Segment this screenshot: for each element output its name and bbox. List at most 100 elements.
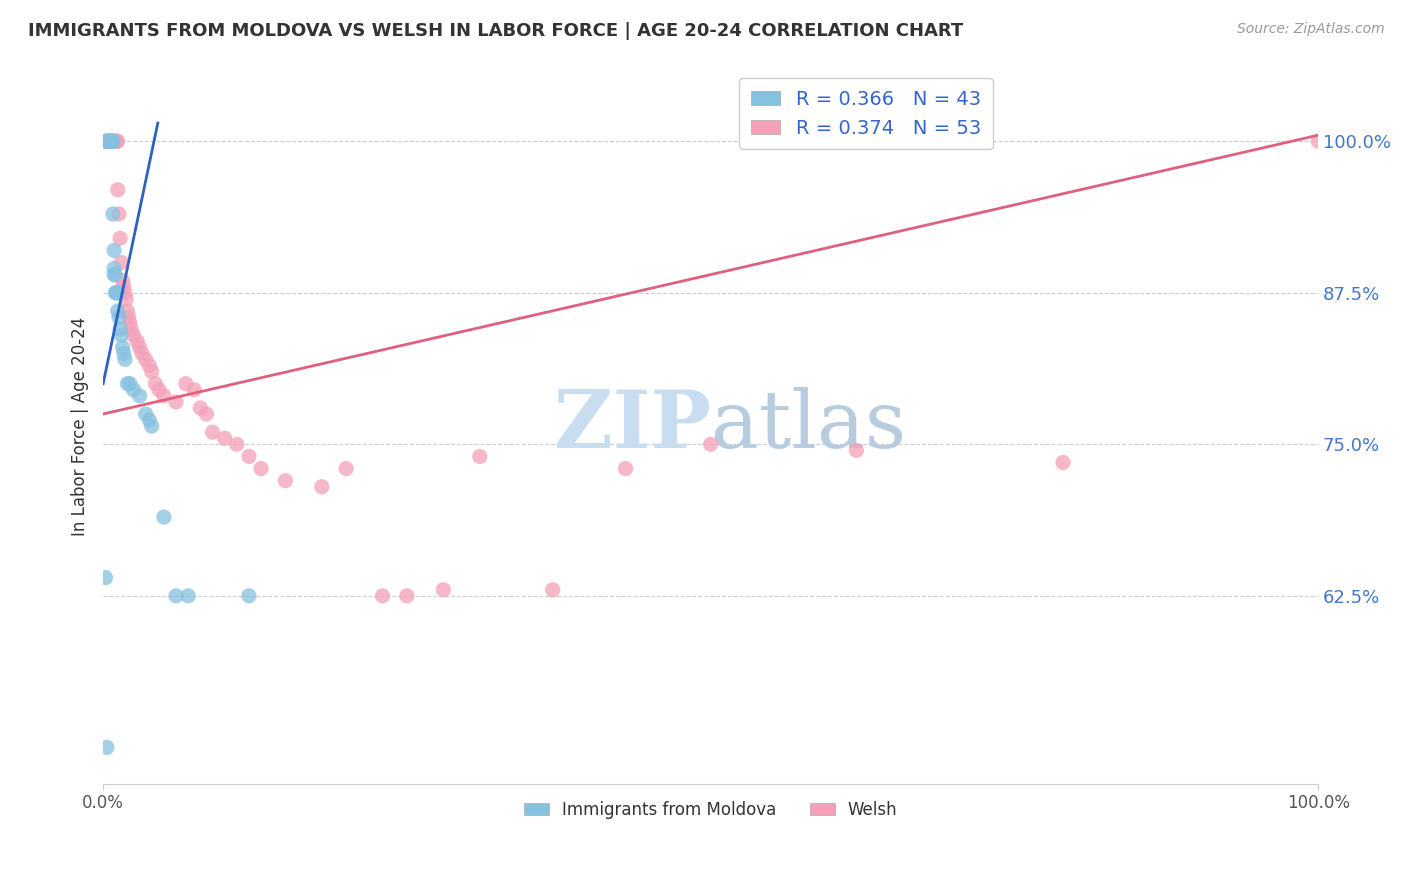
Point [174, 376, 197, 391]
Y-axis label: In Labor Force | Age 20-24: In Labor Force | Age 20-24 [72, 317, 89, 536]
Point [104, 134, 127, 148]
Point [107, 304, 129, 318]
Point [108, 207, 131, 221]
Point [96, 134, 118, 148]
Point [468, 450, 491, 464]
Point [96, 740, 118, 755]
Point [225, 437, 247, 451]
Point [100, 134, 122, 148]
Point [101, 134, 124, 148]
Point [117, 304, 139, 318]
Point [214, 431, 236, 445]
Point [105, 285, 128, 300]
Point [1052, 455, 1074, 469]
Point [138, 413, 160, 427]
Point [98, 134, 121, 148]
Point [128, 340, 150, 354]
Point [122, 328, 145, 343]
Point [103, 268, 125, 282]
Point [1308, 134, 1330, 148]
Point [100, 134, 122, 148]
Point [108, 310, 131, 324]
Text: Source: ZipAtlas.com: Source: ZipAtlas.com [1237, 22, 1385, 37]
Point [112, 279, 135, 293]
Point [311, 480, 333, 494]
Point [100, 134, 122, 148]
Point [274, 474, 297, 488]
Legend: Immigrants from Moldova, Welsh: Immigrants from Moldova, Welsh [517, 794, 904, 825]
Point [138, 359, 160, 373]
Point [96, 134, 118, 148]
Point [845, 443, 868, 458]
Point [699, 437, 721, 451]
Point [201, 425, 224, 440]
Point [105, 285, 128, 300]
Point [371, 589, 394, 603]
Text: IMMIGRANTS FROM MOLDOVA VS WELSH IN LABOR FORCE | AGE 20-24 CORRELATION CHART: IMMIGRANTS FROM MOLDOVA VS WELSH IN LABO… [28, 22, 963, 40]
Point [100, 134, 122, 148]
Point [148, 383, 170, 397]
Point [250, 461, 273, 475]
Point [117, 376, 139, 391]
Text: ZIP: ZIP [554, 387, 710, 465]
Point [118, 316, 141, 330]
Point [153, 510, 176, 524]
Point [432, 582, 454, 597]
Point [117, 310, 139, 324]
Point [614, 461, 637, 475]
Point [183, 383, 205, 397]
Point [177, 589, 200, 603]
Point [101, 134, 124, 148]
Point [104, 285, 127, 300]
Point [101, 134, 124, 148]
Point [165, 395, 187, 409]
Point [141, 419, 163, 434]
Point [111, 274, 134, 288]
Point [112, 346, 135, 360]
Point [135, 407, 157, 421]
Point [114, 352, 136, 367]
Point [98, 134, 121, 148]
Point [104, 268, 127, 282]
Point [188, 401, 211, 415]
Point [107, 285, 129, 300]
Point [195, 407, 218, 421]
Point [153, 389, 176, 403]
Text: atlas: atlas [710, 387, 905, 465]
Point [238, 450, 260, 464]
Point [110, 328, 132, 343]
Point [94, 571, 117, 585]
Point [97, 134, 120, 148]
Point [541, 582, 564, 597]
Point [105, 134, 128, 148]
Point [238, 589, 260, 603]
Point [96, 134, 118, 148]
Point [104, 134, 127, 148]
Point [107, 134, 129, 148]
Point [145, 376, 167, 391]
Point [108, 322, 131, 336]
Point [165, 589, 187, 603]
Point [131, 346, 153, 360]
Point [120, 322, 142, 336]
Point [118, 376, 141, 391]
Point [101, 207, 124, 221]
Point [103, 134, 125, 148]
Point [122, 383, 145, 397]
Point [103, 244, 125, 258]
Point [135, 352, 157, 367]
Point [395, 589, 418, 603]
Point [97, 134, 120, 148]
Point [335, 461, 357, 475]
Point [108, 231, 131, 245]
Point [100, 134, 122, 148]
Point [127, 334, 149, 349]
Point [94, 134, 117, 148]
Point [98, 134, 121, 148]
Point [128, 389, 150, 403]
Point [107, 183, 129, 197]
Point [111, 340, 134, 354]
Point [103, 261, 125, 276]
Point [115, 292, 138, 306]
Point [141, 365, 163, 379]
